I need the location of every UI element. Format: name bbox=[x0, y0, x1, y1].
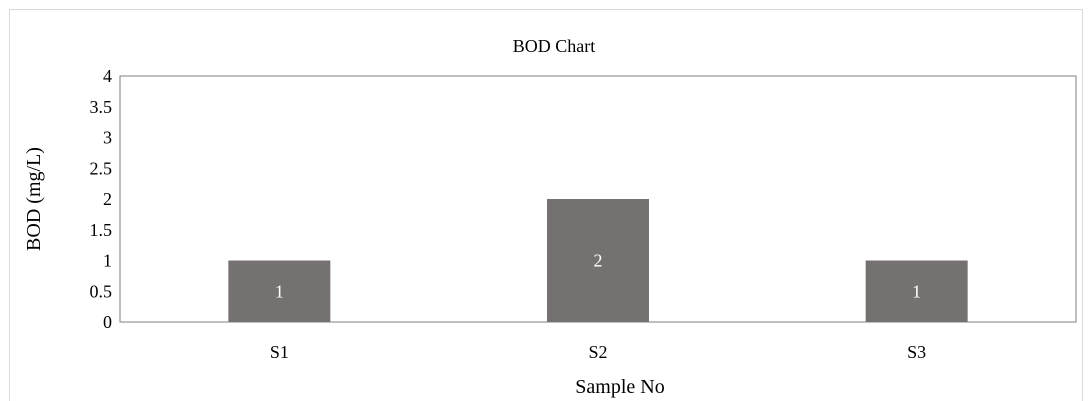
y-axis-label: BOD (mg/L) bbox=[23, 147, 45, 251]
bar-s3 bbox=[865, 260, 968, 322]
y-tick-label: 3.5 bbox=[90, 97, 113, 117]
x-axis-ticks: S1 S2 S3 bbox=[270, 342, 926, 362]
data-label: 1 bbox=[912, 281, 921, 301]
y-tick-label: 4 bbox=[103, 66, 112, 86]
y-tick-label: 3 bbox=[103, 128, 112, 148]
x-tick-label: S3 bbox=[907, 342, 926, 362]
data-label: 2 bbox=[594, 251, 603, 271]
y-tick-label: 2 bbox=[103, 189, 112, 209]
chart-title: BOD Chart bbox=[513, 36, 596, 56]
y-tick-label: 1 bbox=[103, 251, 112, 271]
x-tick-label: S2 bbox=[588, 342, 607, 362]
data-label: 1 bbox=[275, 281, 284, 301]
y-tick-label: 0.5 bbox=[90, 281, 113, 301]
y-tick-label: 2.5 bbox=[90, 158, 113, 178]
chart-frame bbox=[9, 9, 1083, 401]
y-axis-ticks: 0 0.5 1 1.5 2 2.5 3 3.5 4 bbox=[90, 66, 113, 332]
x-tick-label: S1 bbox=[270, 342, 289, 362]
y-tick-label: 0 bbox=[103, 312, 112, 332]
bar-series: 1 2 1 bbox=[228, 199, 968, 322]
x-axis-label: Sample No bbox=[575, 376, 664, 398]
bar-s2 bbox=[547, 199, 649, 322]
y-tick-label: 1.5 bbox=[90, 220, 113, 240]
bar-s1 bbox=[228, 260, 331, 322]
